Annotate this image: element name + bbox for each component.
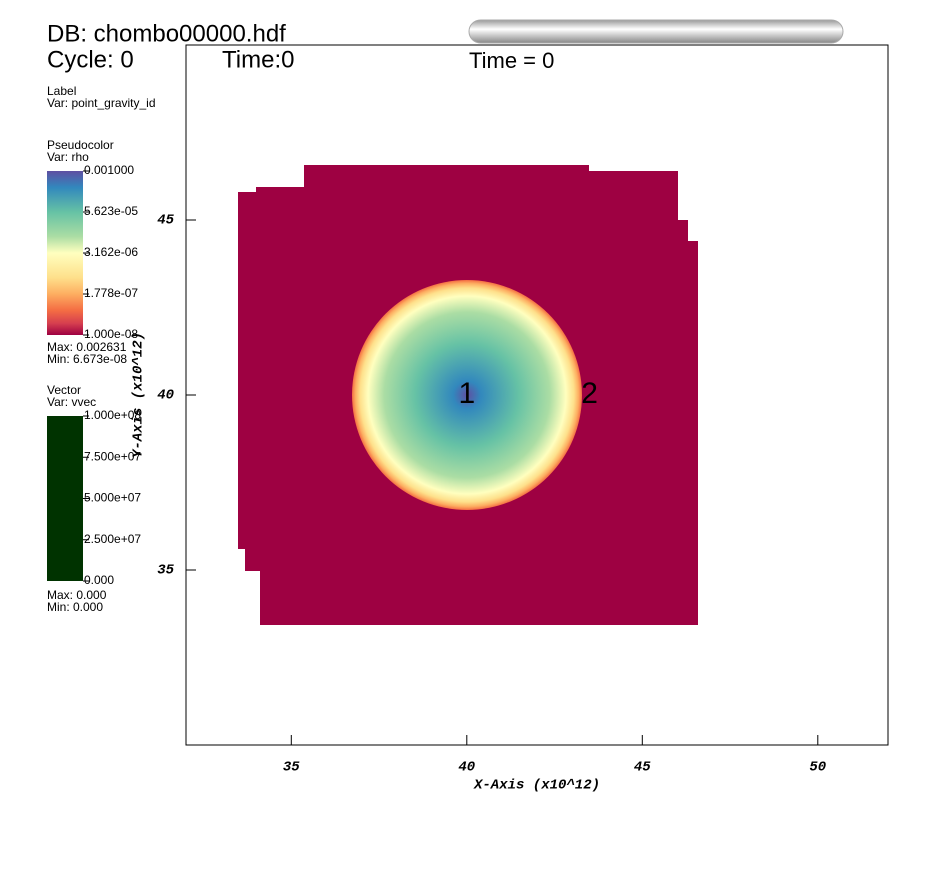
legend-tick-label: 5.623e-05: [84, 204, 138, 218]
legend-tick-label: 2.500e+07: [84, 532, 141, 546]
legend-var: Var: vvec: [47, 395, 96, 409]
x-tick-label: 40: [458, 760, 475, 776]
x-axis-label: X-Axis (x10^12): [473, 778, 600, 794]
legend-var: Var: rho: [47, 150, 89, 164]
legend-var: Var: point_gravity_id: [47, 96, 156, 110]
legend-tick-label: 7.500e+07: [84, 449, 141, 463]
legend-tick-label: 1.000e-08: [84, 327, 138, 341]
db-name: DB: chombo00000.hdf: [47, 20, 286, 47]
legend-title: Label: [47, 84, 76, 98]
legend-title: Vector: [47, 383, 81, 397]
legend-min: Min: 0.000: [47, 600, 103, 614]
legend-max: Max: 0.002631: [47, 340, 127, 354]
legend-tick-label: 0.001000: [84, 163, 134, 177]
y-axis-label: Y-Axis (x10^12): [131, 332, 147, 458]
time-slider[interactable]: [468, 19, 844, 44]
point-label: 1: [458, 377, 475, 410]
density-blob: [352, 280, 582, 510]
legend-title: Pseudocolor: [47, 138, 114, 152]
legend-tick-label: 5.000e+07: [84, 491, 141, 505]
x-tick-label: 45: [634, 760, 651, 776]
y-tick-label: 45: [157, 213, 174, 229]
time: Time:0: [222, 46, 294, 73]
colorbar: [47, 171, 83, 335]
y-tick-label: 40: [157, 388, 174, 404]
legend-tick-label: 0.000: [84, 573, 114, 587]
y-tick-label: 35: [157, 563, 174, 579]
x-tick-label: 35: [283, 760, 300, 776]
point-label: 2: [581, 377, 598, 410]
x-tick-label: 50: [809, 760, 826, 776]
legend-max: Max: 0.000: [47, 588, 107, 602]
time-title: Time = 0: [469, 48, 554, 73]
colorbar: [47, 416, 83, 581]
legend-tick-label: 1.000e+08: [84, 408, 141, 422]
cycle: Cycle: 0: [47, 46, 134, 73]
legend-tick-label: 1.778e-07: [84, 286, 138, 300]
legend-min: Min: 6.673e-08: [47, 352, 127, 366]
legend-tick-label: 3.162e-06: [84, 245, 138, 259]
